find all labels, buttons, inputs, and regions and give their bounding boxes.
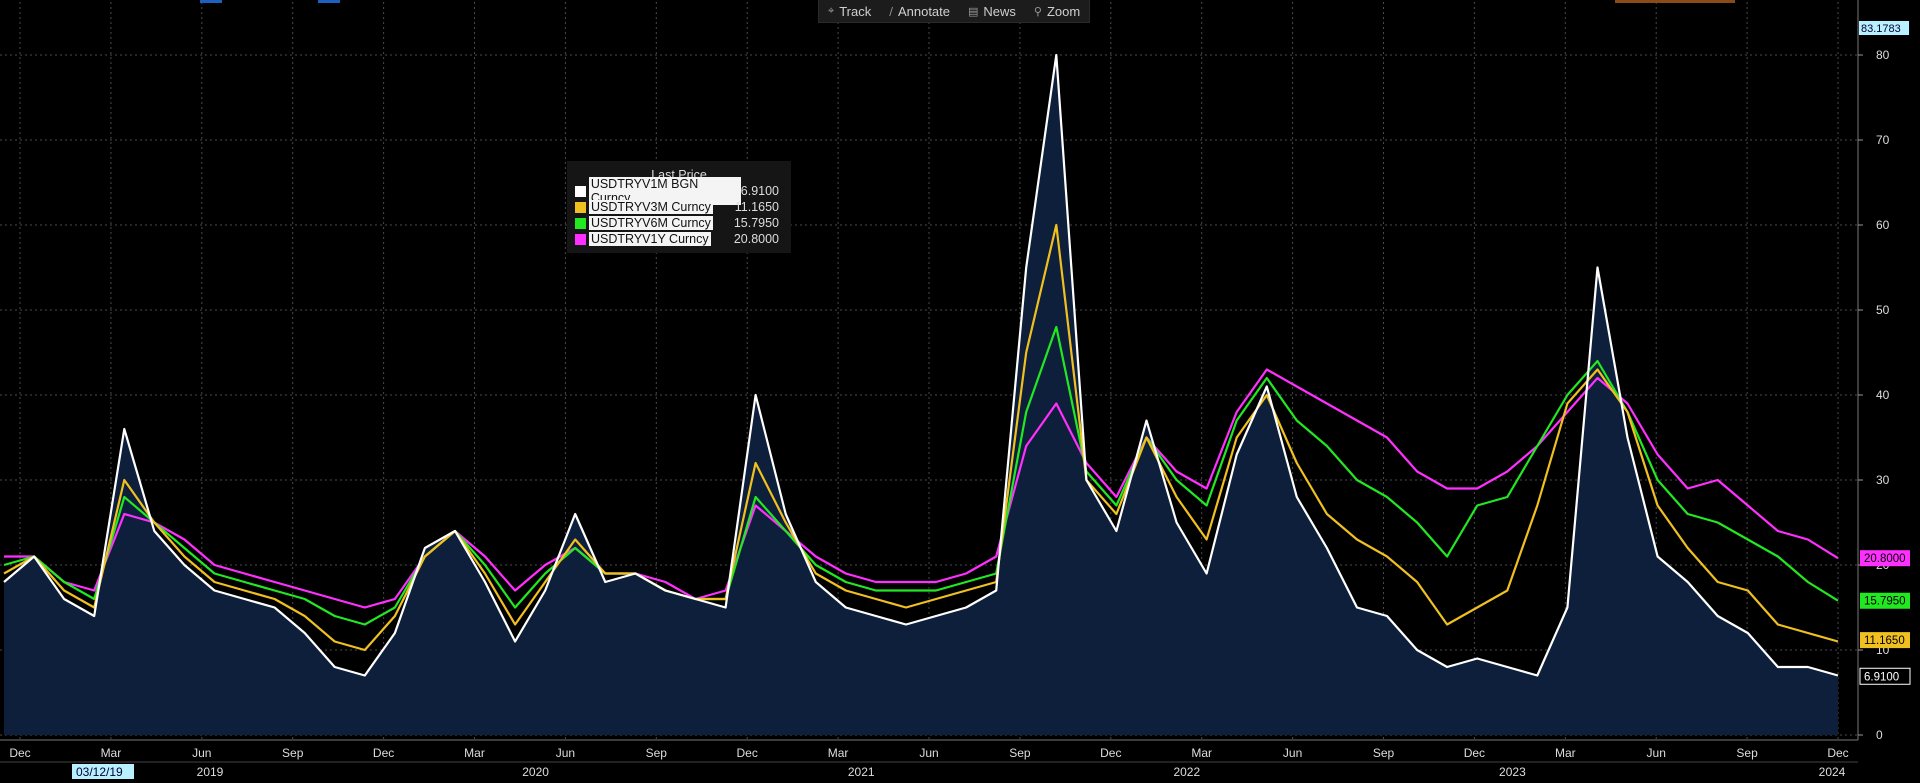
news-label: News (983, 3, 1016, 19)
legend-swatch-magenta (575, 233, 586, 245)
x-tick-label: Mar (101, 746, 122, 760)
legend-series-value: 20.8000 (733, 232, 779, 246)
pencil-icon: ∕ (889, 4, 893, 18)
last-value-label: 15.7950 (1864, 596, 1906, 608)
x-tick-label: Jun (556, 746, 575, 760)
x-tick-label: Jun (192, 746, 211, 760)
chart-toolbar: ⌖ Track ∕ Annotate ▤ News ⚲ Zoom (818, 0, 1091, 23)
y-tick-label: 60 (1876, 218, 1890, 232)
x-year-label: 2024 (1819, 765, 1846, 779)
last-value-tag (1859, 667, 1911, 685)
x-tick-label: Sep (1009, 746, 1031, 760)
top-tab-marker (1615, 0, 1735, 3)
legend-swatch-green (575, 217, 586, 229)
x-tick-label: Dec (9, 746, 30, 760)
x-tick-label: Dec (1100, 746, 1121, 760)
y-tick-label: 40 (1876, 388, 1890, 402)
x-tick-label: Dec (1827, 746, 1848, 760)
y-tick-label: 80 (1876, 48, 1890, 62)
crosshair-icon: ⌖ (828, 4, 835, 17)
max-value-tag (1859, 21, 1909, 35)
last-value-tag (1860, 550, 1910, 567)
x-tick-label: Mar (1555, 746, 1576, 760)
last-value-label: 6.9100 (1864, 671, 1899, 683)
legend-row-1y[interactable]: USDTRYV1Y Curncy 20.8000 (567, 231, 791, 247)
x-year-label: 2021 (848, 765, 875, 779)
legend-row-1m[interactable]: USDTRYV1M BGN Curncy 6.9100 (567, 177, 791, 205)
zoom-button[interactable]: ⚲ Zoom (1025, 0, 1089, 22)
y-tick-label: 30 (1876, 473, 1890, 487)
start-date-label: 03/12/19 (76, 765, 123, 779)
x-tick-label: Dec (1464, 746, 1485, 760)
y-tick-label: 70 (1876, 133, 1890, 147)
last-value-tag (1860, 632, 1910, 649)
last-value-label: 11.1650 (1864, 635, 1905, 647)
track-label: Track (839, 3, 872, 19)
x-tick-label: Jun (919, 746, 938, 760)
x-tick-label: Sep (1736, 746, 1758, 760)
x-tick-label: Mar (464, 746, 485, 760)
annotate-label: Annotate (897, 3, 950, 19)
series-line-3m (3, 223, 1839, 652)
chart-legend[interactable]: Last Price USDTRYV1M BGN Curncy 6.9100 U… (567, 161, 791, 253)
x-tick-label: Mar (1191, 746, 1212, 760)
legend-swatch-white (575, 185, 586, 197)
x-year-label: 2022 (1173, 765, 1200, 779)
zoom-label: Zoom (1046, 3, 1081, 19)
legend-series-value: 15.7950 (733, 216, 779, 230)
legend-row-6m[interactable]: USDTRYV6M Curncy 15.7950 (567, 215, 791, 231)
x-year-label: 2023 (1499, 765, 1526, 779)
track-button[interactable]: ⌖ Track (819, 0, 880, 22)
x-year-label: 2019 (197, 765, 224, 779)
series-line-1m (3, 53, 1839, 677)
legend-swatch-yellow (575, 201, 586, 213)
legend-series-value: 6.9100 (740, 184, 779, 198)
legend-series-name: USDTRYV6M Curncy (589, 216, 713, 230)
last-value-tag (1860, 592, 1910, 609)
y-tick-label: 50 (1876, 303, 1890, 317)
series-line-6m (3, 325, 1839, 626)
x-year-label: 2020 (522, 765, 549, 779)
max-value-label: 83.1783 (1861, 23, 1901, 35)
legend-series-value: 11.1650 (734, 200, 779, 214)
x-tick-label: Jun (1647, 746, 1666, 760)
legend-series-name: USDTRYV1Y Curncy (589, 232, 711, 246)
area-fill-1m (4, 55, 1838, 735)
legend-row-3m[interactable]: USDTRYV3M Curncy 11.1650 (567, 199, 791, 215)
x-tick-label: Dec (737, 746, 758, 760)
top-tab-marker (318, 0, 340, 3)
last-value-label: 20.8000 (1864, 553, 1906, 565)
start-date-chip (72, 764, 134, 779)
top-tab-marker (200, 0, 222, 3)
legend-series-name: USDTRYV3M Curncy (589, 200, 713, 214)
news-button[interactable]: ▤ News (959, 0, 1025, 22)
x-tick-label: Sep (646, 746, 668, 760)
x-tick-label: Sep (1373, 746, 1395, 760)
series-line-1y (4, 368, 1839, 609)
x-tick-label: Jun (1283, 746, 1302, 760)
annotate-button[interactable]: ∕ Annotate (880, 0, 959, 22)
x-tick-label: Dec (373, 746, 394, 760)
magnifier-icon: ⚲ (1033, 4, 1042, 18)
y-tick-label: 0 (1876, 728, 1883, 742)
x-tick-label: Sep (282, 746, 304, 760)
x-tick-label: Mar (828, 746, 849, 760)
newspaper-icon: ▤ (968, 4, 979, 18)
